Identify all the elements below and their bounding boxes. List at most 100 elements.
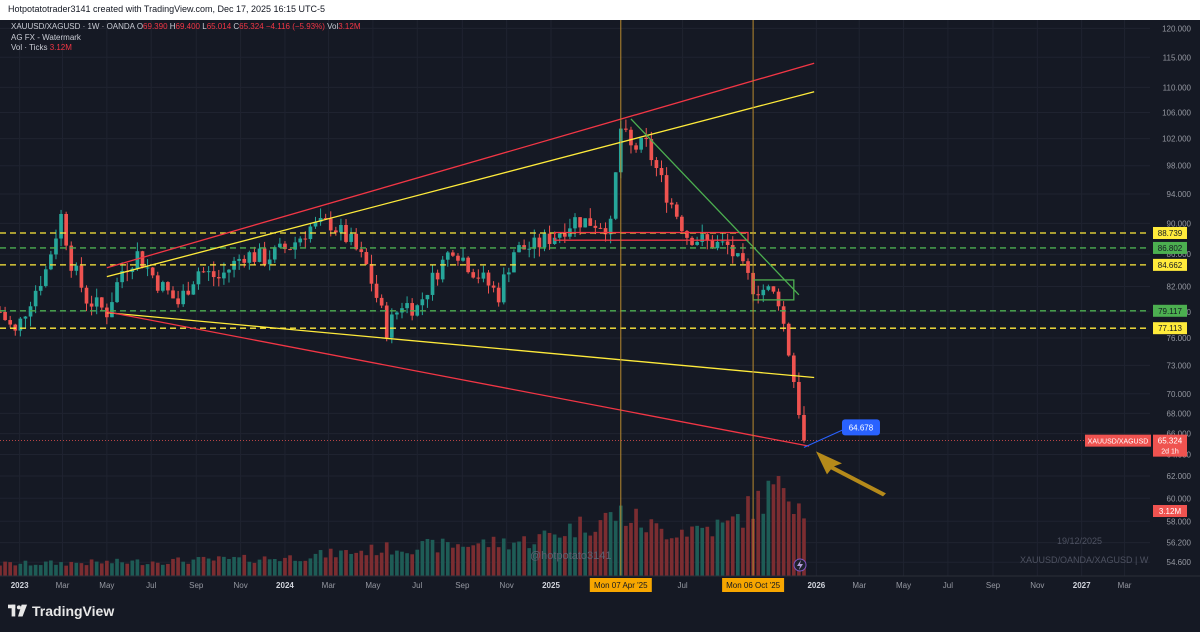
candle-body[interactable] — [613, 172, 618, 219]
candle-body[interactable] — [242, 258, 247, 263]
candle-body[interactable] — [705, 234, 710, 241]
candle-body[interactable] — [786, 323, 791, 356]
candle-body[interactable] — [79, 265, 84, 288]
candle-body[interactable] — [578, 217, 582, 228]
candle-body[interactable] — [288, 249, 292, 251]
candle-body[interactable] — [38, 285, 43, 291]
candle-body[interactable] — [720, 241, 725, 243]
candle-body[interactable] — [359, 249, 364, 253]
candle-body[interactable] — [49, 254, 53, 270]
candle-body[interactable] — [145, 267, 150, 269]
candle-body[interactable] — [710, 240, 715, 249]
candle-body[interactable] — [369, 264, 374, 284]
red-box[interactable] — [553, 231, 749, 241]
candle-body[interactable] — [466, 257, 470, 273]
candle-body[interactable] — [3, 311, 7, 321]
candle-body[interactable] — [674, 204, 679, 217]
candle-body[interactable] — [700, 234, 705, 242]
candle-body[interactable] — [293, 242, 297, 250]
candle-body[interactable] — [405, 303, 409, 309]
candle-body[interactable] — [639, 137, 643, 150]
level-badge[interactable] — [1153, 322, 1187, 335]
candle-body[interactable] — [64, 213, 68, 246]
candle-body[interactable] — [781, 306, 786, 324]
candle-body[interactable] — [216, 277, 221, 279]
candle-body[interactable] — [364, 252, 369, 265]
candle-body[interactable] — [664, 175, 669, 203]
candle-body[interactable] — [440, 259, 445, 280]
candle-body[interactable] — [140, 251, 145, 268]
candle-body[interactable] — [379, 297, 384, 306]
candle-body[interactable] — [415, 305, 420, 316]
candle-body[interactable] — [99, 297, 104, 308]
candle-body[interactable] — [257, 248, 262, 262]
candle-body[interactable] — [634, 145, 638, 150]
last-price-badge[interactable] — [1153, 434, 1187, 457]
candle-body[interactable] — [395, 312, 399, 315]
candle-body[interactable] — [33, 290, 38, 307]
candle-body[interactable] — [318, 218, 323, 222]
candle-body[interactable] — [456, 255, 460, 261]
candle-body[interactable] — [161, 282, 165, 291]
candle-body[interactable] — [252, 252, 257, 262]
candle-body[interactable] — [339, 224, 343, 233]
candle-body[interactable] — [389, 314, 394, 338]
candle-body[interactable] — [262, 248, 267, 265]
candle-body[interactable] — [313, 221, 318, 227]
candle-body[interactable] — [659, 168, 664, 176]
candle-body[interactable] — [94, 297, 99, 307]
callout-box[interactable] — [841, 419, 880, 436]
candle-body[interactable] — [303, 238, 308, 240]
level-badge[interactable] — [1153, 226, 1187, 239]
candle-body[interactable] — [644, 137, 649, 140]
candle-body[interactable] — [410, 303, 414, 316]
candle-body[interactable] — [761, 289, 766, 296]
candle-body[interactable] — [150, 267, 155, 276]
green-downtrend[interactable] — [630, 118, 800, 296]
symbol-badge[interactable] — [1085, 434, 1151, 447]
candle-body[interactable] — [527, 248, 532, 250]
legend-indicator-watermark[interactable]: AG FX - Watermark — [11, 32, 81, 42]
time-marker-badge[interactable] — [722, 578, 785, 592]
red-channel-top[interactable] — [106, 62, 815, 269]
candle-body[interactable] — [593, 225, 598, 228]
candle-body[interactable] — [486, 272, 491, 286]
price-chart[interactable]: 64.67854.60056.20058.00060.00062.00064.0… — [0, 20, 1200, 593]
candle-body[interactable] — [354, 233, 359, 250]
level-badge[interactable] — [1153, 304, 1187, 317]
candle-body[interactable] — [344, 224, 348, 242]
candle-body[interactable] — [512, 252, 516, 273]
candle-body[interactable] — [649, 139, 654, 161]
candle-body[interactable] — [507, 272, 511, 275]
candle-body[interactable] — [69, 245, 74, 271]
yellow-channel-top[interactable] — [106, 91, 815, 278]
candle-body[interactable] — [766, 286, 771, 290]
candle-body[interactable] — [155, 275, 160, 291]
volume-badge[interactable] — [1153, 505, 1187, 517]
candle-body[interactable] — [715, 241, 720, 249]
candle-body[interactable] — [384, 305, 389, 338]
candle-body[interactable] — [74, 265, 79, 271]
candle-body[interactable] — [171, 290, 175, 299]
time-marker-badge[interactable] — [589, 578, 652, 592]
level-badge[interactable] — [1153, 258, 1187, 271]
red-channel-bottom[interactable] — [106, 311, 810, 447]
candle-body[interactable] — [176, 298, 180, 305]
candle-body[interactable] — [685, 231, 689, 238]
candle-body[interactable] — [59, 213, 63, 239]
candle-body[interactable] — [334, 230, 338, 233]
candle-body[interactable] — [476, 277, 481, 279]
candle-body[interactable] — [461, 257, 465, 261]
level-badge[interactable] — [1153, 241, 1187, 254]
yellow-channel-bottom[interactable] — [106, 312, 815, 379]
candle-body[interactable] — [547, 233, 552, 244]
candle-body[interactable] — [573, 217, 577, 229]
candle-body[interactable] — [669, 202, 674, 205]
candle-body[interactable] — [522, 245, 526, 250]
candle-body[interactable] — [120, 271, 124, 283]
candle-body[interactable] — [756, 294, 761, 296]
candle-body[interactable] — [323, 218, 328, 220]
candle-body[interactable] — [115, 282, 119, 303]
candle-body[interactable] — [430, 272, 435, 295]
candle-body[interactable] — [791, 355, 796, 382]
